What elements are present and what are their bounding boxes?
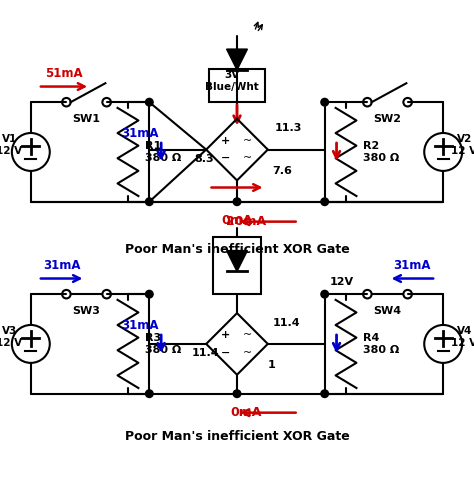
Text: +: + (220, 330, 230, 341)
Text: ~: ~ (243, 348, 252, 358)
Text: SW2: SW2 (374, 114, 401, 124)
Text: 31mA: 31mA (121, 319, 159, 332)
Text: 51mA: 51mA (45, 67, 83, 80)
Text: SW4: SW4 (374, 306, 401, 316)
Text: R3
380 Ω: R3 380 Ω (145, 333, 181, 355)
Text: V4
12 V: V4 12 V (451, 326, 474, 348)
Text: V2
12 V: V2 12 V (451, 134, 474, 155)
Polygon shape (227, 49, 247, 70)
Text: Poor Man's inefficient XOR Gate: Poor Man's inefficient XOR Gate (125, 242, 349, 256)
Circle shape (146, 390, 153, 397)
Circle shape (146, 290, 153, 298)
Text: ~: ~ (243, 330, 252, 341)
Circle shape (233, 198, 241, 206)
Text: Poor Man's inefficient XOR Gate: Poor Man's inefficient XOR Gate (125, 430, 349, 443)
Text: −: − (220, 153, 230, 163)
Text: +: + (220, 136, 230, 146)
Text: 3V
Blue/Wht: 3V Blue/Wht (205, 70, 259, 92)
Circle shape (321, 390, 328, 397)
Text: V3
12 V: V3 12 V (0, 326, 23, 348)
Text: 11.4: 11.4 (192, 349, 219, 359)
Text: 31mA: 31mA (121, 127, 159, 140)
Text: 0mA: 0mA (231, 406, 262, 419)
Bar (209, 69, 265, 102)
Text: 31mA: 31mA (43, 259, 81, 272)
Circle shape (146, 99, 153, 106)
Text: R1
380 Ω: R1 380 Ω (145, 141, 181, 163)
Text: 11.3: 11.3 (275, 123, 302, 133)
Text: R4
380 Ω: R4 380 Ω (363, 333, 399, 355)
Text: 31mA: 31mA (393, 259, 431, 272)
Text: 11.4: 11.4 (273, 317, 300, 327)
Text: ~: ~ (243, 153, 252, 163)
Text: 8.3: 8.3 (194, 154, 214, 164)
Bar (213, 237, 261, 294)
Text: V1
12 V: V1 12 V (0, 134, 23, 155)
Circle shape (321, 290, 328, 298)
Text: 7.6: 7.6 (273, 166, 292, 176)
Text: 20mA: 20mA (227, 215, 266, 228)
Text: SW1: SW1 (73, 114, 100, 124)
Text: SW3: SW3 (73, 306, 100, 316)
Circle shape (233, 390, 241, 397)
Circle shape (146, 198, 153, 206)
Circle shape (321, 198, 328, 206)
Polygon shape (227, 250, 247, 272)
Text: ~: ~ (243, 136, 252, 146)
Circle shape (321, 99, 328, 106)
Text: −: − (220, 348, 230, 358)
Text: 0mA: 0mA (221, 214, 253, 227)
Text: 12V: 12V (329, 277, 354, 287)
Text: R2
380 Ω: R2 380 Ω (363, 141, 399, 163)
Text: 1: 1 (268, 360, 275, 370)
